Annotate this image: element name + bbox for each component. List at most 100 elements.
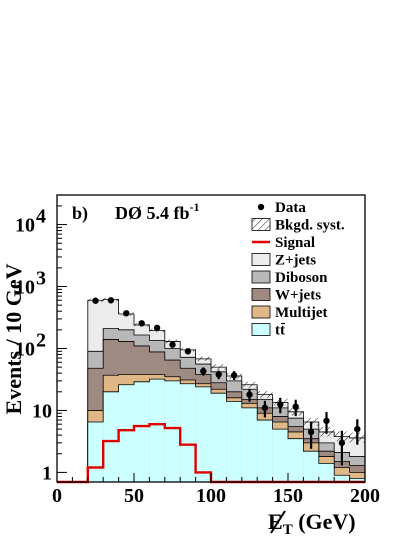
legend-entry-tt: tt [251,323,285,339]
legend-label: Bkgd. syst. [275,218,345,234]
stack-outline [87,374,366,482]
x-axis-title-slash [270,510,286,534]
syst-band-bin [195,356,211,361]
data-point [261,400,269,418]
data-point [200,367,207,376]
panel-label: b) [72,203,88,224]
legend-label: W+jets [275,288,321,304]
experiment-label-main: DØ 5.4 fb [115,203,190,223]
data-marker [354,425,361,433]
legend-label: Signal [275,235,315,251]
data-point [92,297,99,304]
y-tick-exponent: 4 [36,206,46,228]
stack-bar [349,478,365,482]
background-stack [87,298,366,482]
legend-swatch [251,253,271,266]
data-point [338,430,346,466]
stack-bar [87,422,104,482]
x-tick-label: 100 [196,485,226,507]
stack-bar [180,383,196,482]
data-marker [292,403,299,410]
x-tick-label: 50 [124,485,144,507]
data-point [123,310,130,317]
data-marker [338,439,346,447]
legend-syst-swatch [251,218,271,231]
data-marker [92,297,99,304]
stack-bar [103,391,119,482]
x-axis-title-sub: T [283,522,293,537]
legend-swatch [251,288,271,301]
stack-bar [257,420,273,482]
svg-text:ET (GeV): ET (GeV) [268,509,356,537]
data-marker [277,401,284,408]
y-tick-exponent: 2 [36,329,46,351]
syst-band-bin [211,364,227,370]
data-point [323,412,330,434]
legend-entry-data: Data [257,200,306,216]
data-points [92,297,361,466]
data-point [307,421,315,449]
data-point [138,320,145,327]
signal-histogram [57,422,365,484]
x-axis-title-unit: (GeV) [293,509,356,534]
stack-bar [226,401,242,482]
syst-band-bin [257,391,273,398]
data-marker [307,428,315,436]
data-point [354,419,361,445]
x-axis-title: ET (GeV) [268,509,356,537]
stack-tt [87,378,366,482]
legend-label: Data [275,200,306,216]
data-point [292,399,299,417]
legend-label: Z+jets [275,253,316,269]
data-point [277,397,284,414]
legend-swatch [251,305,271,319]
stack-bar [164,380,181,482]
x-tick-label: 0 [52,485,62,507]
x-tick-label: 200 [350,485,380,507]
stack-bar [241,407,258,482]
stack-bar [118,384,134,482]
stack-bar [318,463,335,482]
data-marker [246,391,253,398]
y-tick-label: 10 [15,338,35,360]
data-marker [123,310,130,317]
stack-bar [134,381,150,482]
legend-entry-wjets: W+jets [251,288,321,304]
legend-entry-diboson: Diboson [251,270,328,286]
legend-entry-multijet: Multijet [251,305,327,321]
legend-swatch [251,270,271,284]
x-axis-title-main: E [268,509,283,534]
data-point [153,324,161,332]
data-marker [184,348,192,355]
data-marker [230,372,238,379]
stack-outline [87,378,366,482]
experiment-label-sup: -1 [190,200,200,214]
stack-bar [288,438,304,482]
stack-bar [303,451,319,482]
legend-label: Multijet [275,305,327,321]
stack-bar [211,393,227,482]
experiment-label: DØ 5.4 fb-1 [115,200,200,223]
syst-band-bin [164,339,181,344]
y-tick-label: 1 [42,462,52,484]
legend-entry-signal: Signal [252,235,315,251]
stack-bar [349,472,365,482]
stack-bar [149,379,165,482]
stack-bar [195,386,211,482]
data-point [246,388,253,402]
data-point [184,348,192,355]
y-tick-label: 10 [15,215,35,237]
data-marker [323,417,330,425]
y-tick-exponent: 3 [36,268,46,290]
legend-swatch [251,323,271,336]
y-axis-title: Events / 10 GeV [1,263,26,414]
syst-band-bin [241,381,258,389]
legend-label: tt [275,323,285,339]
data-marker [215,371,222,378]
stack-bar [334,475,350,482]
y-tick-label: 10 [15,277,35,299]
data-marker [200,367,207,375]
